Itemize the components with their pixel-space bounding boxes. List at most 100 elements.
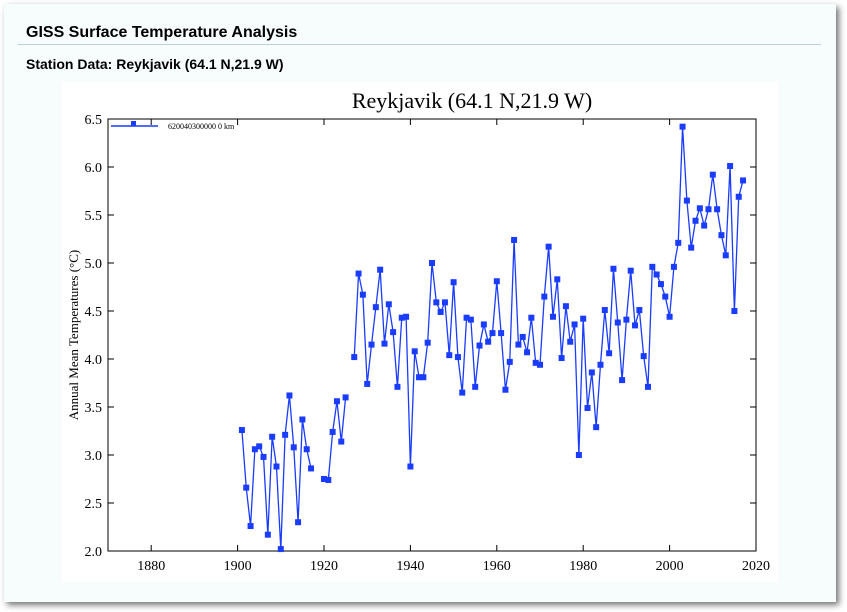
data-point xyxy=(260,453,267,460)
data-point xyxy=(714,206,721,213)
data-point xyxy=(489,330,496,337)
data-point xyxy=(588,369,595,376)
data-point xyxy=(441,299,448,306)
legend-marker xyxy=(131,121,136,126)
data-point xyxy=(269,433,276,440)
data-point xyxy=(601,307,608,314)
data-point xyxy=(247,523,254,530)
data-point xyxy=(394,383,401,390)
x-tick-label: 2020 xyxy=(742,559,770,574)
data-point xyxy=(273,463,280,470)
data-point xyxy=(653,271,660,278)
data-point xyxy=(407,463,414,470)
data-point xyxy=(528,314,535,321)
y-tick-label: 4.0 xyxy=(85,353,103,368)
data-point xyxy=(584,404,591,411)
legend-label: 620040300000 0 km xyxy=(168,122,235,131)
data-point xyxy=(498,330,505,337)
data-point xyxy=(251,446,258,453)
data-point xyxy=(731,308,738,314)
data-point xyxy=(657,281,664,288)
data-point xyxy=(519,333,526,340)
data-point xyxy=(238,427,245,434)
data-point xyxy=(666,313,673,320)
data-point xyxy=(571,321,578,328)
data-point xyxy=(735,193,742,200)
data-point xyxy=(696,205,703,212)
data-point xyxy=(606,350,613,357)
data-point xyxy=(662,293,669,300)
data-point xyxy=(683,197,690,204)
y-tick-label: 5.5 xyxy=(85,209,103,224)
data-point xyxy=(537,361,543,368)
data-point xyxy=(342,394,349,401)
data-point xyxy=(701,222,708,229)
data-point xyxy=(632,322,639,329)
data-point xyxy=(359,291,366,298)
data-point xyxy=(459,389,466,396)
data-point xyxy=(403,313,410,320)
divider xyxy=(18,44,821,45)
data-point xyxy=(424,339,431,346)
data-point xyxy=(740,177,747,184)
y-tick-label: 6.5 xyxy=(85,113,103,128)
data-point xyxy=(532,359,539,366)
y-tick-label: 2.5 xyxy=(85,497,103,512)
data-point xyxy=(511,236,518,243)
data-point xyxy=(619,377,626,384)
x-tick-label: 2000 xyxy=(656,559,684,574)
x-tick-label: 1900 xyxy=(224,559,252,574)
data-point xyxy=(485,338,492,345)
station-heading: Station Data: Reykjavik (64.1 N,21.9 W) xyxy=(26,56,284,72)
chart-title: Reykjavik (64.1 N,21.9 W) xyxy=(352,88,592,113)
data-point xyxy=(411,348,418,355)
data-point xyxy=(524,349,531,356)
data-point xyxy=(329,428,336,435)
data-point xyxy=(282,431,289,438)
data-point xyxy=(308,465,315,472)
data-point xyxy=(718,232,725,239)
data-point xyxy=(433,299,440,306)
data-point xyxy=(709,171,716,178)
data-point xyxy=(727,163,734,170)
data-point xyxy=(705,206,712,213)
x-tick-label: 1880 xyxy=(137,559,165,574)
data-point xyxy=(627,267,634,274)
data-point xyxy=(372,304,379,311)
data-point xyxy=(321,476,327,482)
data-point xyxy=(463,314,470,321)
data-point xyxy=(377,266,384,273)
data-point xyxy=(558,355,565,362)
data-point xyxy=(338,438,345,445)
data-point xyxy=(303,446,310,453)
x-tick-label: 1980 xyxy=(569,559,597,574)
data-point xyxy=(640,353,647,360)
page-title: GISS Surface Temperature Analysis xyxy=(26,24,298,41)
data-point xyxy=(368,341,375,348)
data-point xyxy=(277,546,284,553)
data-point xyxy=(549,313,556,320)
data-point xyxy=(670,263,677,270)
data-point xyxy=(355,270,362,277)
data-point xyxy=(610,265,617,272)
data-point xyxy=(286,392,293,399)
data-point xyxy=(692,217,699,224)
data-point xyxy=(454,354,461,361)
x-tick-label: 1920 xyxy=(310,559,338,574)
data-point xyxy=(679,123,686,130)
data-point xyxy=(502,386,509,393)
data-point xyxy=(636,307,643,314)
data-point xyxy=(567,338,574,345)
data-point xyxy=(649,263,656,270)
data-point xyxy=(580,315,587,322)
data-point xyxy=(446,352,453,359)
chart: Reykjavik (64.1 N,21.9 W) 1880 1900 1920 194… xyxy=(62,82,778,582)
data-point xyxy=(597,361,604,368)
data-point xyxy=(554,276,561,283)
data-point xyxy=(575,452,582,458)
data-point xyxy=(264,531,271,538)
data-point xyxy=(351,354,358,361)
chart-svg: Reykjavik (64.1 N,21.9 W) 1880 1900 1920 194… xyxy=(66,88,770,574)
data-point xyxy=(493,278,500,285)
data-point xyxy=(429,260,435,266)
